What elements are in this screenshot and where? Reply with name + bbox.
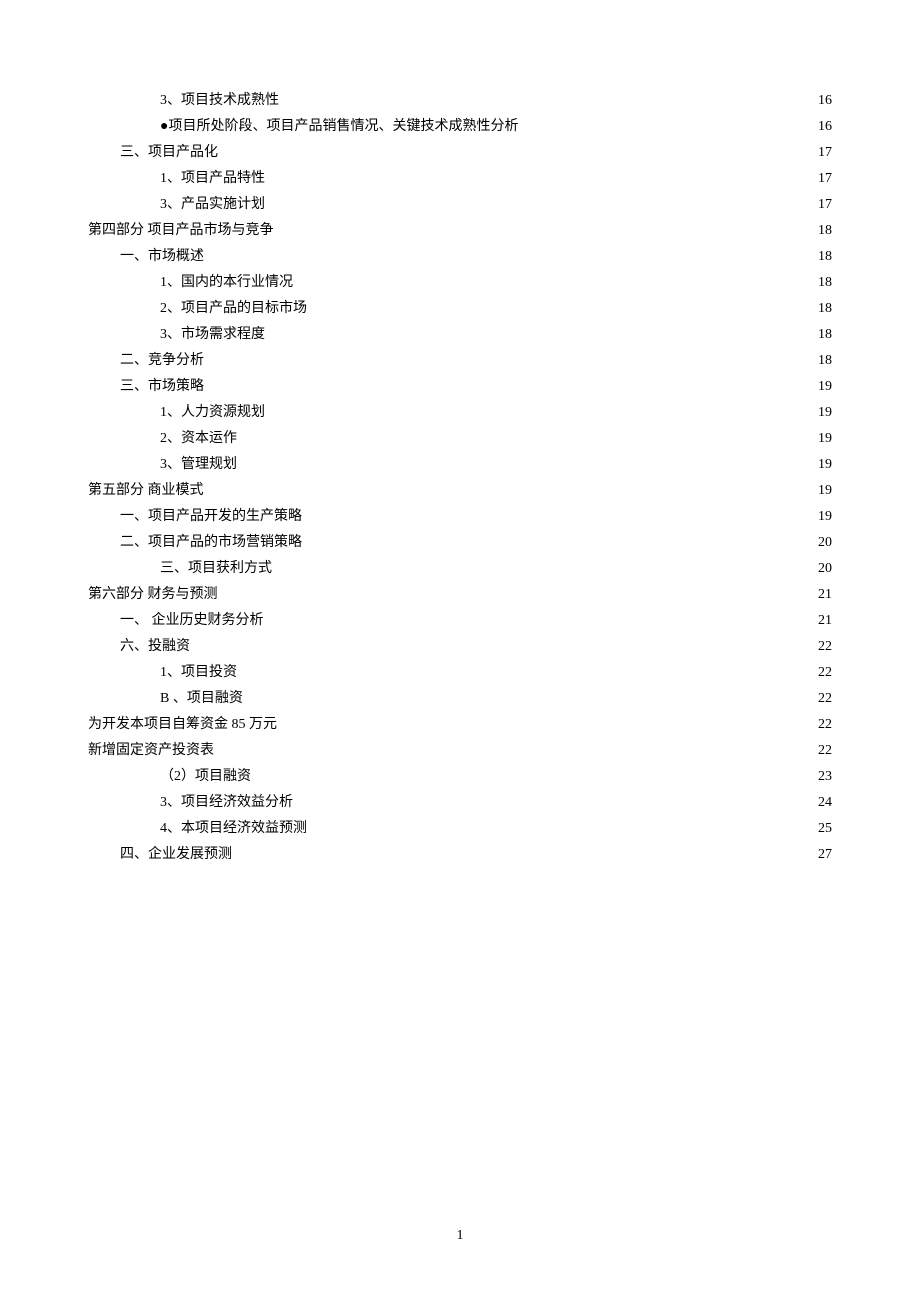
toc-entry-page: 18 <box>818 348 832 374</box>
toc-entry: 一、市场概述 18 <box>88 244 832 270</box>
toc-entry: 3、项目经济效益分析 24 <box>88 790 832 816</box>
toc-entry-label: （2）项目融资 <box>160 764 251 790</box>
toc-entry-page: 22 <box>818 712 832 738</box>
toc-entry-page: 23 <box>818 764 832 790</box>
toc-entry-label: 三、项目获利方式 <box>160 556 272 582</box>
toc-entry-label: 第五部分 商业模式 <box>88 478 204 504</box>
toc-entry-page: 18 <box>818 270 832 296</box>
toc-entry-page: 17 <box>818 166 832 192</box>
toc-entry-label: 2、资本运作 <box>160 426 237 452</box>
toc-entry: 一、 企业历史财务分析 21 <box>88 608 832 634</box>
toc-entry: （2）项目融资 23 <box>88 764 832 790</box>
toc-entry: 二、项目产品的市场营销策略 20 <box>88 530 832 556</box>
toc-entry-page: 19 <box>818 504 832 530</box>
toc-entry: 第五部分 商业模式 19 <box>88 478 832 504</box>
toc-entry-label: B 、项目融资 <box>160 686 243 712</box>
toc-entry: 新增固定资产投资表 22 <box>88 738 832 764</box>
toc-entry: 一、项目产品开发的生产策略 19 <box>88 504 832 530</box>
toc-entry-page: 22 <box>818 634 832 660</box>
toc-entry-page: 19 <box>818 478 832 504</box>
toc-entry-label: 一、市场概述 <box>120 244 204 270</box>
toc-entry-page: 16 <box>818 114 832 140</box>
toc-entry: 第六部分 财务与预测 21 <box>88 582 832 608</box>
toc-entry-page: 20 <box>818 556 832 582</box>
toc-entry: 四、企业发展预测 27 <box>88 842 832 868</box>
toc-entry-label: 1、人力资源规划 <box>160 400 265 426</box>
toc-entry-label: 1、项目产品特性 <box>160 166 265 192</box>
toc-entry-page: 16 <box>818 88 832 114</box>
page-number: 1 <box>0 1228 920 1244</box>
toc-entry-label: 第四部分 项目产品市场与竞争 <box>88 218 274 244</box>
toc-entry: 三、市场策略 19 <box>88 374 832 400</box>
toc-entry: 3、产品实施计划 17 <box>88 192 832 218</box>
toc-entry-page: 22 <box>818 660 832 686</box>
toc-entry-label: 二、竞争分析 <box>120 348 204 374</box>
toc-entry-page: 17 <box>818 140 832 166</box>
toc-entry: 2、资本运作 19 <box>88 426 832 452</box>
toc-entry-label: 二、项目产品的市场营销策略 <box>120 530 302 556</box>
toc-entry-label: 3、管理规划 <box>160 452 237 478</box>
toc-entry-page: 21 <box>818 582 832 608</box>
toc-entry-page: 22 <box>818 686 832 712</box>
toc-entry-page: 18 <box>818 244 832 270</box>
toc-entry-label: 3、市场需求程度 <box>160 322 265 348</box>
toc-entry-label: 新增固定资产投资表 <box>88 738 214 764</box>
toc-entry: 六、投融资 22 <box>88 634 832 660</box>
toc-entry: 3、管理规划 19 <box>88 452 832 478</box>
toc-entry-label: 一、项目产品开发的生产策略 <box>120 504 302 530</box>
toc-entry-page: 24 <box>818 790 832 816</box>
toc-entry: 为开发本项目自筹资金 85 万元 22 <box>88 712 832 738</box>
toc-entry-label: 1、国内的本行业情况 <box>160 270 293 296</box>
toc-entry: 第四部分 项目产品市场与竞争 18 <box>88 218 832 244</box>
toc-entry: ●项目所处阶段、项目产品销售情况、关键技术成熟性分析 16 <box>88 114 832 140</box>
toc-entry-label: 为开发本项目自筹资金 85 万元 <box>88 712 277 738</box>
toc-entry-label: 3、产品实施计划 <box>160 192 265 218</box>
toc-entry-label: 六、投融资 <box>120 634 190 660</box>
toc-entry-page: 27 <box>818 842 832 868</box>
toc-entry-page: 18 <box>818 296 832 322</box>
toc-entry: 二、竞争分析 18 <box>88 348 832 374</box>
toc-entry-label: 3、项目经济效益分析 <box>160 790 293 816</box>
toc-entry-label: 3、项目技术成熟性 <box>160 88 279 114</box>
toc-entry-page: 19 <box>818 452 832 478</box>
toc-entry-page: 25 <box>818 816 832 842</box>
toc-entry: 1、国内的本行业情况 18 <box>88 270 832 296</box>
toc-entry-label: 三、项目产品化 <box>120 140 218 166</box>
toc-entry: 三、项目产品化 17 <box>88 140 832 166</box>
toc-entry-label: 第六部分 财务与预测 <box>88 582 218 608</box>
toc-entry-label: ●项目所处阶段、项目产品销售情况、关键技术成熟性分析 <box>160 114 518 140</box>
toc-entry: 三、项目获利方式 20 <box>88 556 832 582</box>
toc-entry-page: 19 <box>818 374 832 400</box>
toc-entry-label: 4、本项目经济效益预测 <box>160 816 307 842</box>
toc-entry-page: 17 <box>818 192 832 218</box>
toc-entry: 1、项目投资 22 <box>88 660 832 686</box>
toc-entry-page: 19 <box>818 426 832 452</box>
toc-entry-label: 四、企业发展预测 <box>120 842 232 868</box>
toc-entry-page: 21 <box>818 608 832 634</box>
toc-entry: 2、项目产品的目标市场 18 <box>88 296 832 322</box>
toc-entry-label: 三、市场策略 <box>120 374 204 400</box>
toc-entry: 4、本项目经济效益预测 25 <box>88 816 832 842</box>
toc-entry: 3、项目技术成熟性 16 <box>88 88 832 114</box>
toc-entry: 1、项目产品特性 17 <box>88 166 832 192</box>
toc-entry-page: 18 <box>818 322 832 348</box>
toc-entry-page: 19 <box>818 400 832 426</box>
toc-entry: B 、项目融资 22 <box>88 686 832 712</box>
toc-entry-label: 1、项目投资 <box>160 660 237 686</box>
toc-entry-label: 2、项目产品的目标市场 <box>160 296 307 322</box>
toc-entry-page: 20 <box>818 530 832 556</box>
toc-entry: 1、人力资源规划 19 <box>88 400 832 426</box>
toc-entry: 3、市场需求程度 18 <box>88 322 832 348</box>
toc-entry-page: 18 <box>818 218 832 244</box>
table-of-contents: 3、项目技术成熟性16●项目所处阶段、项目产品销售情况、关键技术成熟性分析16三… <box>88 88 832 868</box>
toc-entry-page: 22 <box>818 738 832 764</box>
toc-entry-label: 一、 企业历史财务分析 <box>120 608 264 634</box>
